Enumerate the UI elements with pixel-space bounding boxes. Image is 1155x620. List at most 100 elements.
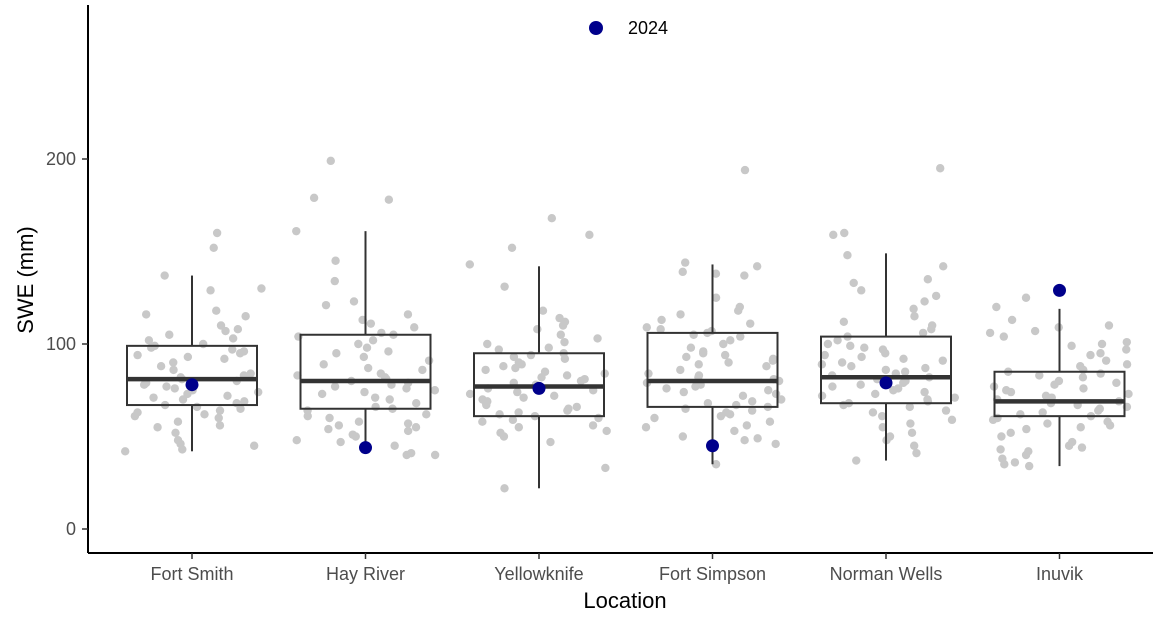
data-point	[923, 397, 933, 406]
data-point	[178, 445, 187, 454]
data-point	[650, 413, 659, 423]
data-point	[309, 193, 319, 203]
data-point	[424, 356, 434, 365]
data-point	[321, 300, 331, 310]
data-point	[366, 319, 376, 328]
data-point	[403, 426, 413, 436]
data-point	[686, 343, 696, 352]
data-point	[526, 350, 536, 360]
data-point	[1101, 356, 1111, 365]
data-point	[833, 336, 842, 345]
data-point	[330, 276, 339, 286]
data-point	[601, 463, 610, 473]
data-point	[147, 343, 156, 352]
data-point	[508, 415, 518, 425]
data-point	[711, 293, 721, 302]
data-point	[465, 389, 475, 399]
x-tick-label: Fort Smith	[150, 564, 233, 584]
data-point	[481, 365, 490, 375]
data-point	[1124, 389, 1133, 399]
data-point	[726, 336, 735, 345]
data-point	[499, 362, 508, 371]
data-point	[1038, 408, 1047, 417]
data-point	[907, 428, 917, 437]
data-point	[1043, 419, 1052, 428]
data-point	[899, 378, 908, 388]
data-point	[220, 354, 229, 363]
box-iqr	[299, 333, 432, 410]
data-point	[719, 339, 728, 349]
data-point	[576, 376, 586, 386]
data-point	[1006, 428, 1015, 437]
data-point	[402, 450, 411, 460]
data-point	[988, 415, 998, 425]
data-point	[642, 323, 651, 332]
y-tick-label: 0	[66, 519, 76, 539]
data-point	[918, 328, 928, 338]
data-point	[856, 380, 865, 389]
data-point	[1078, 373, 1088, 382]
data-point	[1105, 421, 1115, 430]
data-point	[588, 421, 598, 430]
data-point	[368, 336, 378, 345]
data-point	[482, 400, 491, 410]
data-point	[868, 408, 878, 417]
data-point	[228, 345, 237, 354]
data-point	[936, 164, 945, 173]
data-point	[1067, 341, 1076, 351]
axes: Location SWE (mm) 0 100 200 Fort Smith Hay R…	[13, 5, 1153, 613]
data-point	[384, 347, 393, 356]
data-point	[992, 302, 1001, 312]
data-point	[662, 384, 671, 393]
data-point	[762, 362, 771, 371]
data-point	[483, 339, 492, 349]
y-tick-label: 100	[46, 334, 76, 354]
data-point	[326, 156, 335, 166]
data-point	[156, 362, 166, 371]
data-point	[843, 251, 852, 260]
data-point	[765, 417, 775, 426]
data-point	[153, 423, 162, 432]
data-point	[817, 391, 827, 400]
data-point	[742, 421, 752, 430]
legend-label: 2024	[628, 18, 668, 38]
data-point	[390, 441, 399, 450]
data-point	[840, 228, 849, 238]
x-tick-label: Norman Wells	[830, 564, 943, 584]
highlight-2024-point	[359, 441, 372, 455]
data-point	[384, 195, 394, 204]
data-point	[1077, 443, 1087, 452]
x-axis-title: Location	[583, 588, 666, 613]
data-point	[878, 423, 887, 432]
data-point	[362, 343, 372, 352]
data-point	[905, 402, 914, 412]
data-point	[500, 282, 509, 291]
data-point	[562, 371, 572, 380]
boxplots	[126, 231, 1126, 489]
data-point	[1104, 321, 1114, 330]
data-point	[899, 354, 908, 363]
data-point	[537, 373, 546, 382]
data-point	[730, 426, 739, 436]
data-point	[877, 411, 887, 421]
data-point	[171, 428, 180, 437]
data-point	[694, 360, 703, 369]
data-point	[546, 437, 555, 447]
data-point	[682, 352, 691, 362]
legend-marker	[589, 21, 603, 35]
data-point	[169, 358, 178, 367]
data-point	[169, 365, 178, 375]
data-point	[162, 382, 171, 391]
data-point	[711, 460, 721, 469]
data-point	[846, 341, 855, 351]
data-point	[212, 228, 222, 238]
data-point	[829, 230, 838, 240]
data-point	[183, 352, 193, 362]
data-point	[228, 334, 238, 343]
data-point	[740, 165, 750, 175]
data-point	[133, 350, 142, 360]
data-point	[240, 397, 249, 406]
y-axis-title: SWE (mm)	[13, 226, 38, 334]
data-point	[736, 332, 745, 341]
